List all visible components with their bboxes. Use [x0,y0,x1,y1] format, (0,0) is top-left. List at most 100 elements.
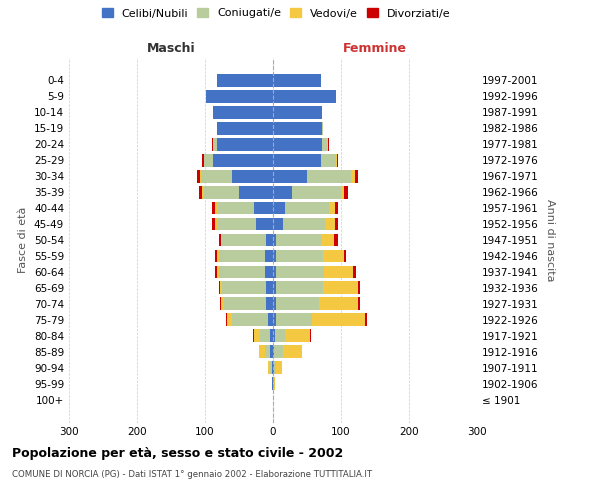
Bar [212,218,215,230]
Bar [273,314,277,326]
Bar [232,170,273,182]
Bar [265,346,270,358]
Bar [325,218,335,230]
Bar [273,346,274,358]
Bar [266,282,273,294]
Bar [218,266,265,278]
Bar [217,250,218,262]
Bar [274,361,277,374]
Bar [224,298,266,310]
Bar [217,122,273,134]
Bar [217,202,254,214]
Bar [273,138,322,150]
Bar [268,361,269,374]
Bar [266,234,273,246]
Bar [253,330,254,342]
Bar [355,170,358,182]
Bar [221,298,224,310]
Bar [319,298,358,310]
Bar [273,74,320,87]
Bar [203,154,205,166]
Bar [273,170,307,182]
Bar [323,250,344,262]
Bar [215,250,217,262]
Bar [273,250,277,262]
Bar [213,106,273,119]
Bar [212,138,213,150]
Text: Femmine: Femmine [343,42,407,55]
Bar [344,250,346,262]
Bar [214,138,217,150]
Bar [215,266,217,278]
Text: Maschi: Maschi [146,42,196,55]
Bar [217,138,273,150]
Bar [273,90,335,103]
Bar [265,266,273,278]
Bar [232,314,268,326]
Bar [277,250,323,262]
Bar [337,154,338,166]
Bar [272,377,273,390]
Bar [222,234,266,246]
Bar [201,170,232,182]
Bar [217,266,218,278]
Bar [277,266,324,278]
Bar [202,154,203,166]
Bar [285,202,329,214]
Bar [273,361,274,374]
Bar [227,314,232,326]
Bar [220,282,222,294]
Bar [269,361,272,374]
Bar [254,202,273,214]
Text: COMUNE DI NORCIA (PG) - Dati ISTAT 1° gennaio 2002 - Elaborazione TUTTITALIA.IT: COMUNE DI NORCIA (PG) - Dati ISTAT 1° ge… [12,470,372,479]
Bar [274,346,283,358]
Bar [273,266,277,278]
Bar [254,330,260,342]
Bar [273,298,277,310]
Bar [259,346,265,358]
Bar [218,250,265,262]
Bar [273,330,275,342]
Bar [197,170,200,182]
Bar [335,218,338,230]
Bar [273,218,283,230]
Bar [307,170,351,182]
Bar [277,361,282,374]
Bar [273,154,320,166]
Bar [277,298,319,310]
Bar [324,266,353,278]
Bar [292,186,341,198]
Bar [320,154,335,166]
Bar [328,138,329,150]
Bar [323,282,358,294]
Bar [222,282,266,294]
Bar [274,377,275,390]
Y-axis label: Fasce di età: Fasce di età [19,207,28,273]
Bar [353,266,356,278]
Bar [351,170,355,182]
Bar [256,218,273,230]
Bar [283,218,325,230]
Bar [215,202,217,214]
Bar [219,234,221,246]
Bar [268,314,273,326]
Bar [335,154,337,166]
Bar [215,218,217,230]
Bar [322,138,328,150]
Bar [322,122,323,134]
Bar [334,234,338,246]
Bar [320,234,334,246]
Bar [200,170,201,182]
Bar [329,202,335,214]
Bar [239,186,273,198]
Bar [199,186,202,198]
Bar [273,122,322,134]
Bar [365,314,367,326]
Bar [285,330,310,342]
Bar [277,314,312,326]
Bar [213,154,273,166]
Text: Popolazione per età, sesso e stato civile - 2002: Popolazione per età, sesso e stato civil… [12,448,343,460]
Bar [203,186,239,198]
Bar [273,106,322,119]
Bar [277,282,323,294]
